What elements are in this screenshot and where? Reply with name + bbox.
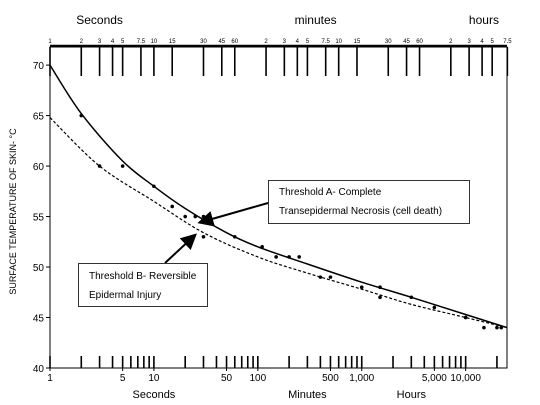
series-threshold-a-point [152, 184, 156, 189]
series-threshold-a-point [297, 255, 301, 259]
x-top-tick-label: 4 [480, 39, 484, 45]
y-tick-label: 45 [33, 314, 45, 325]
x-top-tick-label: 30 [200, 39, 207, 45]
x-bottom-tick-label: 10 [148, 373, 160, 384]
y-tick-label: 70 [33, 61, 45, 72]
series-threshold-b-point [201, 234, 206, 239]
x-bottom-unit-label: Minutes [288, 389, 327, 401]
series-threshold-a-point [378, 285, 382, 290]
y-tick-label: 65 [33, 112, 45, 123]
x-bottom-tick-label: 10,000 [450, 373, 481, 384]
x-top-tick-label: 15 [169, 39, 176, 45]
series-threshold-a-point [260, 245, 264, 249]
series-threshold-a-point [328, 275, 333, 279]
x-top-tick-label: 4 [111, 39, 115, 45]
threshold-a-callout: Threshold A- Complete Transepidermal Nec… [268, 180, 470, 224]
x-top-tick-label: 10 [151, 39, 158, 45]
x-top-tick-label: 3 [98, 39, 102, 45]
x-top-tick-label: 7.5 [137, 39, 146, 45]
series-threshold-a-point [232, 234, 237, 239]
series-threshold-b-point [499, 325, 504, 330]
threshold-b-callout: Threshold B- Reversible Epidermal Injury [78, 263, 208, 307]
x-top-tick-label: 5 [121, 39, 125, 45]
y-axis-title: SURFACE TEMPERATURE OF SKIN- °C [8, 128, 18, 295]
x-top-tick-label: 4 [296, 39, 300, 45]
threshold-b-arrow [164, 233, 197, 264]
x-top-unit-label: Seconds [76, 13, 123, 27]
series-threshold-a-point [482, 325, 486, 330]
series-threshold-a-point [274, 255, 278, 259]
y-tick-label: 60 [33, 162, 45, 173]
threshold-a-arrow [197, 202, 269, 227]
y-tick-label: 40 [33, 364, 45, 375]
x-top-tick-label: 7.5 [503, 39, 512, 45]
x-bottom-tick-label: 5 [120, 373, 126, 384]
series-threshold-a-point [432, 305, 437, 310]
threshold-a-label-line2: Transepidermal Necrosis (cell death) [279, 206, 443, 217]
x-bottom-unit-label: Hours [397, 389, 427, 401]
x-top-tick-label: 2 [264, 39, 268, 45]
x-bottom-tick-label: 100 [249, 373, 266, 384]
annotation-arrows [164, 202, 269, 264]
series-threshold-a-point [170, 204, 175, 209]
x-top-tick-label: 7.5 [322, 39, 331, 45]
series-threshold-a-point [201, 214, 206, 219]
x-top-unit-label: hours [469, 13, 499, 27]
x-bottom-tick-label: 500 [322, 373, 339, 384]
series-threshold-a-point [79, 113, 84, 118]
x-bottom-tick-label: 50 [221, 373, 233, 384]
x-top-tick-label: 60 [231, 39, 238, 45]
x-bottom-tick-label: 1,000 [349, 373, 374, 384]
series-threshold-b-point [97, 164, 102, 168]
series-threshold-a-point [409, 295, 414, 300]
x-bottom-unit-label: Seconds [133, 389, 176, 401]
y-tick-label: 50 [33, 263, 45, 274]
x-bottom-tick-label: 5,000 [422, 373, 447, 384]
x-top-tick-label: 45 [218, 39, 225, 45]
x-top-tick-label: 3 [283, 39, 287, 45]
x-top-tick-label: 3 [467, 39, 471, 45]
x-top-tick-label: 15 [354, 39, 361, 45]
x-top-tick-label: 1 [48, 39, 52, 45]
x-top-tick-label: 2 [80, 39, 84, 45]
x-top-tick-label: 60 [416, 39, 423, 45]
x-top-unit-label: minutes [295, 13, 337, 27]
series-threshold-b-point [463, 315, 468, 320]
series-threshold-a-point [495, 325, 499, 330]
series-threshold-a-point [193, 214, 198, 219]
x-top-tick-label: 10 [335, 39, 342, 45]
series-threshold-a-point [183, 214, 187, 219]
series-threshold-a-line [49, 64, 508, 329]
x-top-tick-label: 30 [385, 39, 392, 45]
threshold-b-label-line2: Epidermal Injury [89, 290, 162, 301]
series-threshold-a-point [287, 255, 291, 259]
series-threshold-b-line [49, 117, 508, 329]
x-top-tick-label: 45 [403, 39, 410, 45]
x-bottom-tick-label: 1 [47, 373, 53, 384]
y-tick-label: 55 [33, 213, 45, 224]
series-threshold-a-point [120, 164, 125, 168]
threshold-a-label-line1: Threshold A- Complete [279, 187, 382, 198]
series-threshold-b-point [378, 295, 382, 300]
x-top-tick-label: 2 [449, 39, 453, 45]
threshold-b-label-line1: Threshold B- Reversible [89, 271, 197, 282]
x-top-tick-label: 5 [491, 39, 495, 45]
series-threshold-a-point [359, 285, 364, 290]
x-top-tick-label: 5 [306, 39, 310, 45]
